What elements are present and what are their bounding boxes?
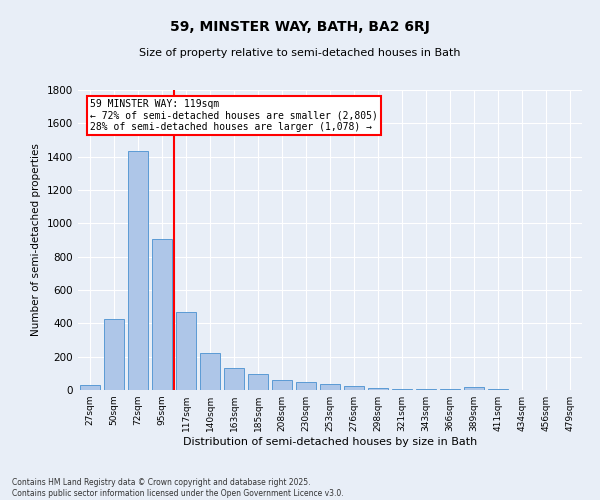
Text: 59 MINSTER WAY: 119sqm
← 72% of semi-detached houses are smaller (2,805)
28% of : 59 MINSTER WAY: 119sqm ← 72% of semi-det… bbox=[90, 99, 378, 132]
Bar bbox=[80, 385, 100, 390]
Bar bbox=[272, 380, 292, 390]
Bar bbox=[368, 388, 388, 390]
Bar bbox=[200, 352, 220, 390]
Text: Size of property relative to semi-detached houses in Bath: Size of property relative to semi-detach… bbox=[139, 48, 461, 58]
Bar bbox=[320, 384, 340, 390]
Bar bbox=[392, 388, 412, 390]
Bar bbox=[128, 151, 148, 390]
Bar bbox=[224, 368, 244, 390]
Bar bbox=[344, 386, 364, 390]
Y-axis label: Number of semi-detached properties: Number of semi-detached properties bbox=[31, 144, 41, 336]
Bar bbox=[152, 239, 172, 390]
Bar bbox=[296, 382, 316, 390]
Bar bbox=[488, 389, 508, 390]
Text: 59, MINSTER WAY, BATH, BA2 6RJ: 59, MINSTER WAY, BATH, BA2 6RJ bbox=[170, 20, 430, 34]
Bar bbox=[104, 319, 124, 390]
Bar bbox=[248, 374, 268, 390]
Bar bbox=[464, 387, 484, 390]
Bar bbox=[440, 389, 460, 390]
Text: Contains HM Land Registry data © Crown copyright and database right 2025.
Contai: Contains HM Land Registry data © Crown c… bbox=[12, 478, 344, 498]
Bar bbox=[176, 312, 196, 390]
X-axis label: Distribution of semi-detached houses by size in Bath: Distribution of semi-detached houses by … bbox=[183, 437, 477, 447]
Bar bbox=[416, 389, 436, 390]
